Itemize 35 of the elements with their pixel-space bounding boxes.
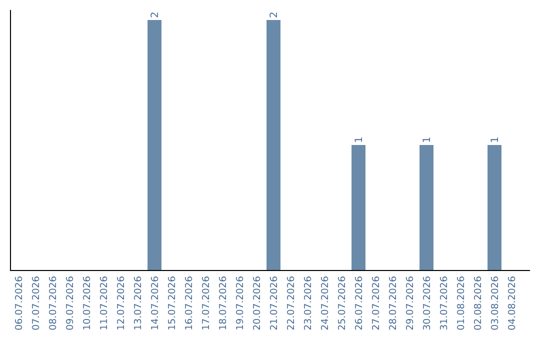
x-tick-label: 09.07.2026 bbox=[65, 276, 76, 330]
x-tick-label: 31.07.2026 bbox=[439, 276, 450, 330]
x-tick-label: 20.07.2026 bbox=[252, 276, 263, 330]
x-tick-label: 28.07.2026 bbox=[388, 276, 399, 330]
data-label: 1 bbox=[490, 136, 501, 143]
data-label: 1 bbox=[354, 136, 365, 143]
x-tick-label: 16.07.2026 bbox=[184, 276, 195, 330]
data-label: 2 bbox=[150, 12, 161, 18]
x-tick-label: 25.07.2026 bbox=[337, 276, 348, 330]
x-tick-label: 19.07.2026 bbox=[235, 276, 246, 330]
x-tick-label: 13.07.2026 bbox=[133, 276, 144, 330]
x-tick-label: 10.07.2026 bbox=[82, 276, 93, 330]
x-tick-label: 04.08.2026 bbox=[507, 276, 518, 330]
x-tick-label: 26.07.2026 bbox=[354, 276, 365, 330]
x-tick-label: 21.07.2026 bbox=[269, 276, 280, 330]
data-label: 2 bbox=[269, 12, 280, 18]
x-tick-label: 22.07.2026 bbox=[286, 276, 297, 330]
x-tick-label: 24.07.2026 bbox=[320, 276, 331, 330]
x-tick-label: 12.07.2026 bbox=[116, 276, 127, 330]
x-tick-label: 01.08.2026 bbox=[456, 276, 467, 330]
x-tick-label: 29.07.2026 bbox=[405, 276, 416, 330]
x-tick-label: 03.08.2026 bbox=[490, 276, 501, 330]
x-tick-label: 15.07.2026 bbox=[167, 276, 178, 330]
x-tick-label: 14.07.2026 bbox=[150, 276, 161, 330]
x-tick-label: 06.07.2026 bbox=[14, 276, 25, 330]
x-tick-label: 02.08.2026 bbox=[473, 276, 484, 330]
x-tick-label: 18.07.2026 bbox=[218, 276, 229, 330]
x-tick-label: 17.07.2026 bbox=[201, 276, 212, 330]
x-tick-label: 11.07.2026 bbox=[99, 276, 110, 330]
x-tick-label: 08.07.2026 bbox=[48, 276, 59, 330]
x-tick-label: 30.07.2026 bbox=[422, 276, 433, 330]
data-label: 1 bbox=[422, 136, 433, 143]
x-tick-label: 07.07.2026 bbox=[31, 276, 42, 330]
x-tick-label: 23.07.2026 bbox=[303, 276, 314, 330]
x-tick-label: 27.07.2026 bbox=[371, 276, 382, 330]
